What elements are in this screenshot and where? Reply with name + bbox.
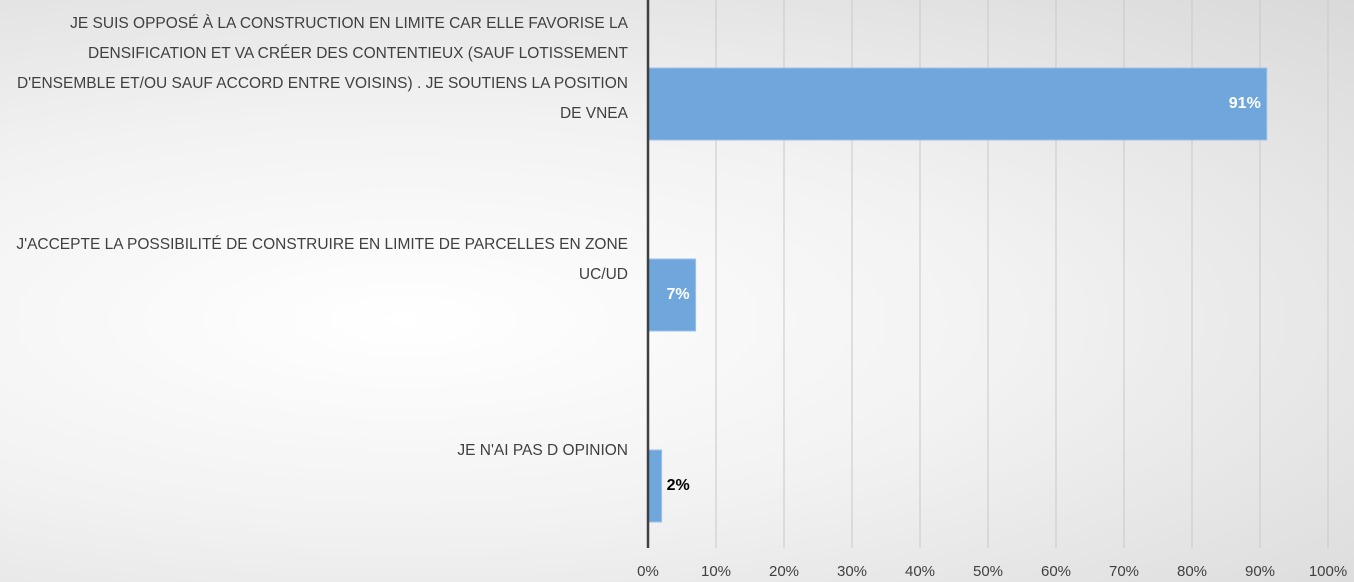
x-tick-label: 0% [637,563,659,580]
data-label: 2% [667,477,690,494]
x-tick-label: 70% [1109,563,1139,580]
x-tick-label: 80% [1177,563,1207,580]
x-tick-label: 10% [701,563,731,580]
category-label-text: J'ACCEPTE LA POSSIBILITÉ DE CONSTRUIRE E… [16,236,628,283]
category-label-box: JE SUIS OPPOSÉ À LA CONSTRUCTION EN LIMI… [0,0,628,144]
data-label: 7% [666,286,689,303]
category-label-text: JE SUIS OPPOSÉ À LA CONSTRUCTION EN LIMI… [16,15,628,122]
category-label-box: JE N'AI PAS D OPINION [0,376,628,526]
category-label: JE SUIS OPPOSÉ À LA CONSTRUCTION EN LIMI… [0,0,628,144]
category-label: JE N'AI PAS D OPINION [0,376,628,526]
category-label: J'ACCEPTE LA POSSIBILITÉ DE CONSTRUIRE E… [0,185,628,335]
x-tick-label: 40% [905,563,935,580]
x-tick-label: 30% [837,563,867,580]
category-label-box: J'ACCEPTE LA POSSIBILITÉ DE CONSTRUIRE E… [0,185,628,335]
category-label-text: JE N'AI PAS D OPINION [457,442,628,459]
bar [647,67,1268,141]
x-tick-label: 100% [1309,563,1347,580]
bar [647,258,697,332]
x-tick-label: 90% [1245,563,1275,580]
x-tick-label: 20% [769,563,799,580]
x-tick-label: 50% [973,563,1003,580]
data-label: 91% [1229,95,1261,112]
bar [647,449,663,523]
x-tick-label: 60% [1041,563,1071,580]
